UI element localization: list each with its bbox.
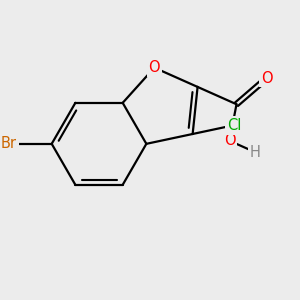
Text: O: O: [261, 70, 273, 86]
Text: O: O: [148, 60, 160, 75]
Text: H: H: [249, 145, 260, 160]
Text: Br: Br: [1, 136, 17, 151]
Text: Cl: Cl: [227, 118, 242, 133]
Text: O: O: [224, 133, 236, 148]
